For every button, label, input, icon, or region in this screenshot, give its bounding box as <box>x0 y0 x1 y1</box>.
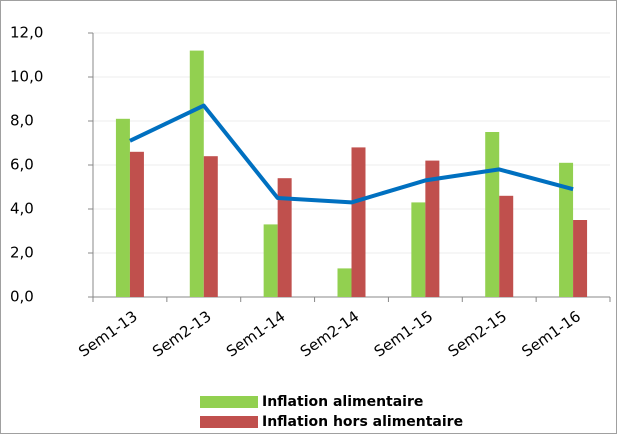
bar <box>411 202 426 297</box>
bar <box>263 224 278 297</box>
legend-label: Inflation hors alimentaire <box>262 414 463 430</box>
bar <box>499 195 514 297</box>
y-tick-label: 12,0 <box>10 24 43 42</box>
bar <box>485 132 500 297</box>
bar <box>337 268 352 297</box>
y-tick-label: 8,0 <box>10 112 34 130</box>
bar <box>115 118 130 297</box>
bar <box>425 160 440 297</box>
y-tick-label: 10,0 <box>10 68 43 86</box>
bar <box>277 178 292 297</box>
y-tick-label: 4,0 <box>10 200 34 218</box>
legend-label: Inflation alimentaire <box>262 394 423 410</box>
legend-swatch <box>200 396 258 408</box>
bar <box>351 147 366 297</box>
bar <box>203 156 218 297</box>
y-tick-label: 2,0 <box>10 244 34 262</box>
bar <box>129 151 144 297</box>
bar <box>559 162 574 297</box>
y-tick-label: 0,0 <box>10 288 34 306</box>
bar <box>573 220 588 297</box>
bar <box>189 50 204 297</box>
line-series <box>129 103 574 205</box>
y-tick-label: 6,0 <box>10 156 34 174</box>
legend-swatch <box>200 416 258 428</box>
